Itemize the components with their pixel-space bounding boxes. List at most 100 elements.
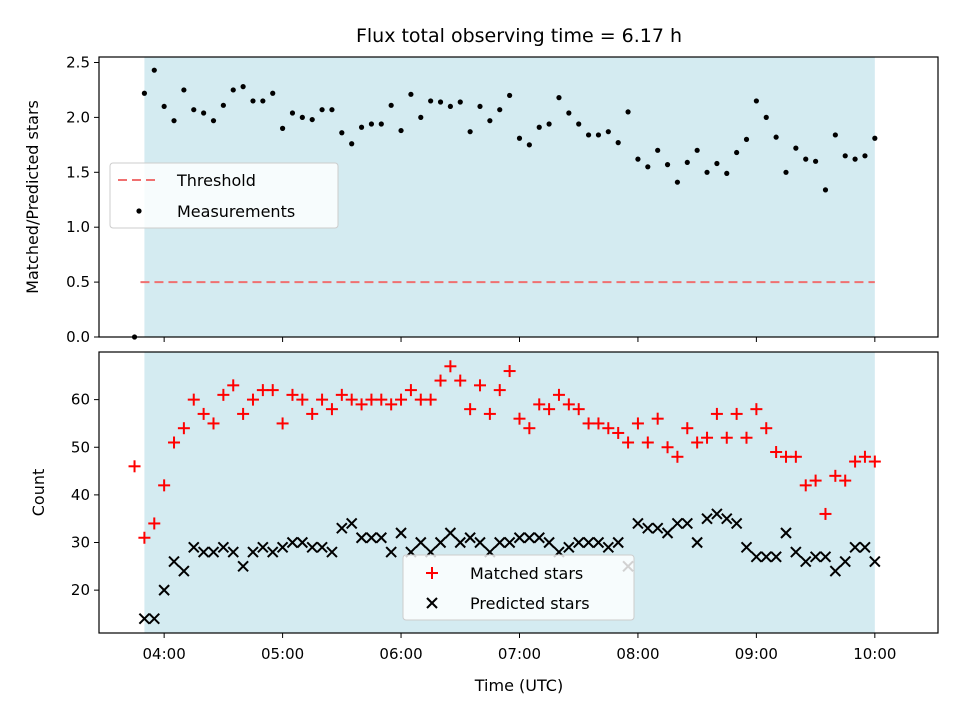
legend-threshold-label: Threshold [176, 171, 256, 190]
matched-star-point [424, 393, 437, 406]
matched-star-point [750, 403, 763, 416]
predicted-star-point [197, 546, 210, 558]
predicted-star-point [671, 517, 684, 530]
bottom-y-axis-label: Count [29, 469, 48, 517]
measurement-point [526, 142, 532, 148]
predicted-star-point [415, 536, 427, 549]
matched-stars-series [128, 360, 881, 544]
predicted-star-point [869, 555, 881, 568]
matched-star-point [533, 398, 546, 411]
predicted-star-point [345, 517, 358, 530]
matched-star-point [701, 431, 714, 444]
top-legend: Threshold Measurements [109, 162, 339, 229]
matched-star-point [335, 388, 348, 401]
matched-star-point [681, 422, 694, 435]
predicted-star-point [661, 527, 674, 539]
measurement-point [655, 147, 661, 153]
predicted-star-point [642, 522, 654, 534]
measurement-point [625, 109, 631, 115]
matched-star-point [868, 455, 881, 468]
legend-predicted-label: Predicted stars [470, 594, 590, 613]
measurement-point [299, 114, 305, 120]
bottom-y-tick-label: 60 [71, 391, 90, 409]
predicted-star-point [819, 551, 832, 563]
x-tick-label: 06:00 [379, 645, 422, 663]
measurement-point [428, 98, 434, 104]
matched-star-point [404, 384, 417, 397]
top-panel: 0.0 0.5 1.0 1.5 2.0 2.5 Matched/Predicted sta… [23, 53, 939, 346]
measurement-point [566, 110, 572, 116]
matched-star-point [385, 398, 398, 411]
matched-star-point [158, 479, 171, 492]
measurement-point [832, 132, 838, 138]
chart-title: Flux total observing time = 6.17 h [356, 25, 682, 47]
matched-star-point [375, 393, 388, 406]
matched-star-point [858, 450, 871, 463]
predicted-star-point [790, 546, 802, 558]
measurement-point [477, 103, 483, 110]
matched-star-point [138, 531, 151, 544]
predicted-star-point [592, 536, 605, 549]
measurement-point [852, 156, 858, 162]
predicted-star-point [503, 536, 516, 549]
predicted-star-point [523, 532, 536, 544]
measurement-point [576, 121, 582, 127]
predicted-star-point [207, 546, 220, 558]
top-y-axis-ticks: 0.0 0.5 1.0 1.5 2.0 2.5 [66, 53, 99, 346]
x-tick-label: 07:00 [498, 645, 541, 663]
predicted-star-point [563, 541, 575, 553]
measurement-point [398, 127, 404, 134]
measurement-point [339, 130, 345, 136]
measurement-point [418, 114, 424, 120]
matched-star-point [168, 436, 181, 449]
matched-star-point [286, 388, 299, 401]
predicted-star-point [336, 522, 348, 534]
measurement-point [674, 179, 681, 185]
x-tick-label: 08:00 [616, 645, 659, 663]
measurement-point [230, 87, 236, 93]
matched-star-point [730, 407, 743, 420]
predicted-star-point [217, 541, 230, 553]
bottom-axes-frame [98, 351, 939, 634]
matched-star-point [355, 398, 368, 411]
bottom-y-tick-label: 40 [71, 486, 90, 504]
measurement-point [457, 99, 463, 105]
bottom-y-tick-label: 50 [71, 438, 90, 456]
measurement-point [664, 162, 671, 168]
measurement-point [408, 91, 414, 97]
predicted-star-point [839, 555, 851, 568]
measurement-point [161, 103, 167, 110]
measurement-point [201, 110, 207, 116]
predicted-stars-series [138, 508, 881, 625]
matched-star-point [296, 393, 309, 406]
measurement-point [556, 95, 562, 101]
matched-star-point [464, 403, 477, 416]
measurement-point [724, 170, 730, 176]
measurement-point [210, 118, 217, 124]
measurement-point [270, 90, 276, 96]
predicted-star-point [385, 546, 397, 558]
matched-star-point [799, 479, 812, 492]
measurement-point [694, 147, 700, 153]
matched-star-point [237, 407, 250, 420]
measurement-point [141, 90, 148, 96]
top-x-axis-ticks [163, 337, 876, 342]
measurement-point [783, 169, 789, 175]
matched-star-point [572, 403, 585, 416]
matched-star-point [316, 393, 329, 406]
matched-star-point [306, 407, 319, 420]
predicted-star-point [276, 541, 289, 553]
matched-star-point [651, 412, 664, 425]
measurement-point [704, 169, 710, 175]
matched-star-point [177, 422, 190, 435]
predicted-star-point [740, 541, 753, 553]
legend-measurements-swatch [136, 208, 142, 214]
measurement-point [220, 102, 226, 108]
matched-star-point [641, 436, 654, 449]
matched-star-point [612, 426, 625, 439]
predicted-star-point [316, 541, 328, 553]
predicted-star-point [691, 536, 703, 549]
top-y-tick-label: 0.5 [66, 273, 90, 291]
matched-star-point [128, 460, 141, 473]
measurements-series [131, 67, 878, 340]
